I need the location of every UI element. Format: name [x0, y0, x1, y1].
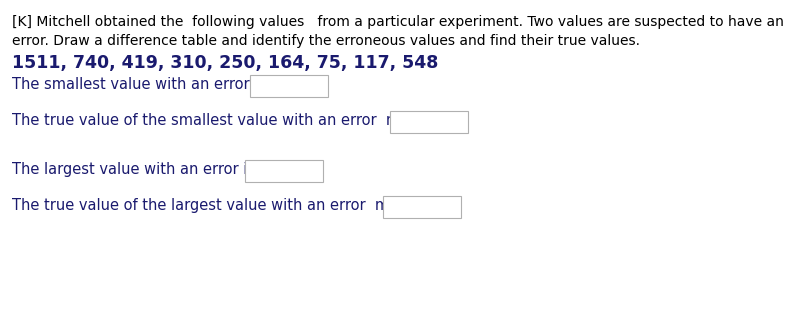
- Text: error. Draw a difference table and identify the erroneous values and find their : error. Draw a difference table and ident…: [12, 34, 640, 48]
- Text: The true value of the smallest value with an error  must be: The true value of the smallest value wit…: [12, 113, 446, 128]
- Text: The true value of the largest value with an error  must be: The true value of the largest value with…: [12, 198, 435, 213]
- Text: [K] Mitchell obtained the  following values   from a particular experiment. Two : [K] Mitchell obtained the following valu…: [12, 15, 784, 29]
- FancyBboxPatch shape: [245, 160, 323, 182]
- FancyBboxPatch shape: [383, 196, 461, 218]
- FancyBboxPatch shape: [390, 111, 468, 133]
- Text: 1511, 740, 419, 310, 250, 164, 75, 117, 548: 1511, 740, 419, 310, 250, 164, 75, 117, …: [12, 54, 438, 72]
- Text: The largest value with an error is: The largest value with an error is: [12, 162, 255, 177]
- Text: The smallest value with an error is: The smallest value with an error is: [12, 77, 266, 92]
- FancyBboxPatch shape: [250, 75, 328, 97]
